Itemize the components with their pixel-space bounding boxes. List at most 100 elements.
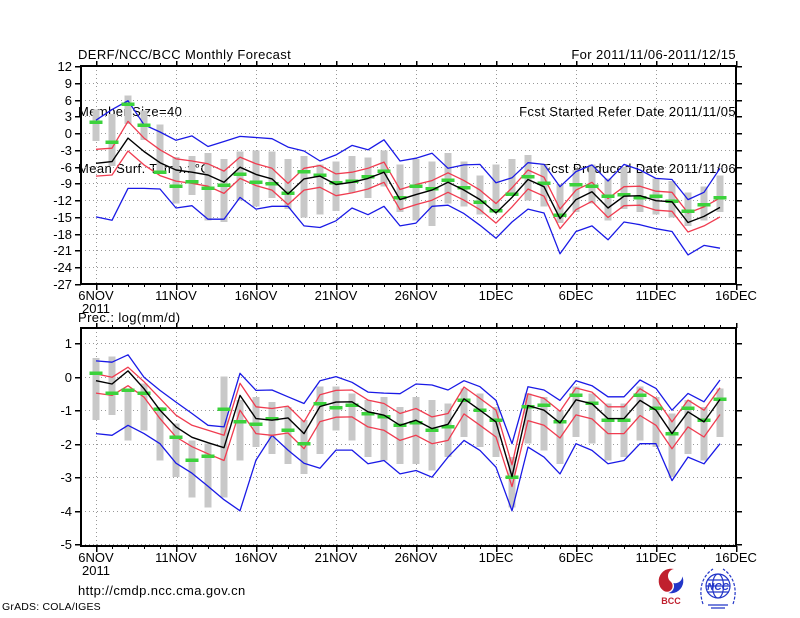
spread-bar [108, 114, 116, 167]
y-tick-label: 0 [65, 126, 72, 141]
y-tick-label: -12 [53, 193, 72, 208]
x-tick-label: 6NOV [78, 288, 114, 303]
y-tick-label: -6 [60, 160, 72, 175]
ncc-logo: NCC [700, 568, 736, 609]
prec-chart-title: Prec.: log(mm/d) [78, 310, 181, 325]
spread-bar [172, 157, 180, 204]
spread-bar [668, 413, 676, 478]
band_lower_red-line [95, 150, 721, 233]
spread-bar [572, 386, 580, 437]
spread-bar [252, 396, 260, 448]
envelope_max_blue-line [95, 354, 721, 445]
y-tick-label: 0 [65, 370, 72, 385]
spread-bar [508, 457, 516, 508]
spread-bar [604, 178, 612, 221]
envelope_max_blue-line [95, 100, 721, 201]
y-tick-label: -5 [60, 537, 72, 552]
x-tick-label: 6DEC [559, 550, 594, 565]
y-tick-label: -4 [60, 504, 72, 519]
band_upper_red-line [95, 120, 721, 214]
ensemble_mean_black-line [95, 370, 721, 478]
spread-bar [412, 396, 420, 464]
spread-bar [300, 420, 308, 474]
ncc-logo-label: NCC [707, 582, 729, 593]
x-axis-year-label: 2011 [82, 563, 110, 578]
bcc-swirl-icon [657, 567, 685, 595]
spread-bar [172, 423, 180, 478]
spread-bar [636, 386, 644, 441]
page-title: DERF/NCC/BCC Monthly Forecast [78, 47, 292, 62]
spread-bar [156, 406, 164, 461]
y-tick-label: 6 [65, 93, 72, 108]
spread-bar [428, 400, 436, 471]
spread-bar [220, 158, 228, 222]
spread-bar [380, 150, 388, 187]
spread-bar [460, 161, 468, 207]
spread-bar [188, 440, 196, 498]
x-tick-label: 11NOV [155, 550, 197, 565]
spread-bar [684, 192, 692, 226]
x-axis-year-label: 2011 [82, 301, 110, 316]
spread-bar [124, 95, 132, 125]
y-tick-label: 9 [65, 76, 72, 91]
spread-bar [444, 403, 452, 458]
y-tick-label: 1 [65, 336, 72, 351]
chart-frame [80, 65, 737, 285]
spread-bar [524, 393, 532, 444]
spread-bar [412, 158, 420, 221]
spread-bar [252, 150, 260, 207]
spread-bar [396, 406, 404, 464]
forecast-range-label: For 2011/11/06-2011/12/15 [571, 47, 736, 62]
spread-bar [588, 164, 596, 204]
spread-bar [396, 164, 404, 212]
y-tick-label: 3 [65, 109, 72, 124]
spread-bar [492, 406, 500, 458]
spread-bar [540, 164, 548, 207]
spread-bar [300, 155, 308, 218]
band_lower_red-line [95, 385, 721, 488]
x-tick-label: 1DEC [479, 288, 514, 303]
x-tick-label: 21NOV [315, 550, 358, 565]
fcst-produced-label: Fcst Produced Date 2011/11/06 [542, 161, 736, 176]
spread-bar [652, 396, 660, 448]
envelope_min_blue-line [95, 424, 721, 512]
temperature-chart: 12 9 63 0 -3 -6-9 -12 -15 -18-21 -24 -27 6NOV 11NOV 1… [53, 59, 757, 316]
spread-bar [124, 390, 132, 441]
spread-bar [364, 400, 372, 458]
spread-bar [716, 175, 724, 212]
ncc-emblem-icon [700, 568, 736, 609]
spread-bar [716, 388, 724, 437]
x-tick-label: 16NOV [235, 288, 278, 303]
header-right: For 2011/11/06-2011/12/15 Fcst Started R… [519, 7, 736, 216]
spread-bar [332, 161, 340, 211]
x-tick-label: 11NOV [155, 288, 197, 303]
y-tick-label: -3 [60, 143, 72, 158]
x-tick-label: 16DEC [715, 288, 757, 303]
spread-bar [460, 388, 468, 437]
spread-bar [204, 443, 212, 508]
y-tick-label: -9 [60, 176, 72, 191]
band_upper_red-line [95, 366, 721, 466]
envelope_min_blue-line [95, 187, 721, 256]
logos: BCC NCC [650, 564, 741, 612]
spread-bar [476, 175, 484, 215]
spread-bar [236, 400, 244, 461]
spread-bar [540, 396, 548, 451]
x-tick-label: 1DEC [479, 550, 514, 565]
spread-bar [620, 403, 628, 458]
y-tick-label: -21 [53, 243, 72, 258]
x-tick-label: 6NOV [78, 550, 114, 565]
spread-bar [380, 396, 388, 461]
spread-bar [140, 383, 148, 431]
spread-bar [700, 406, 708, 461]
y-tick-label: 12 [58, 59, 72, 74]
spread-bar [268, 151, 276, 198]
y-tick-label: -1 [60, 403, 72, 418]
spread-bar [92, 358, 100, 421]
spread-bar [620, 167, 628, 210]
x-tick-label: 21NOV [315, 288, 358, 303]
y-tick-label: -15 [53, 210, 72, 225]
spread-bar [108, 356, 116, 416]
chart-frame [80, 327, 737, 547]
